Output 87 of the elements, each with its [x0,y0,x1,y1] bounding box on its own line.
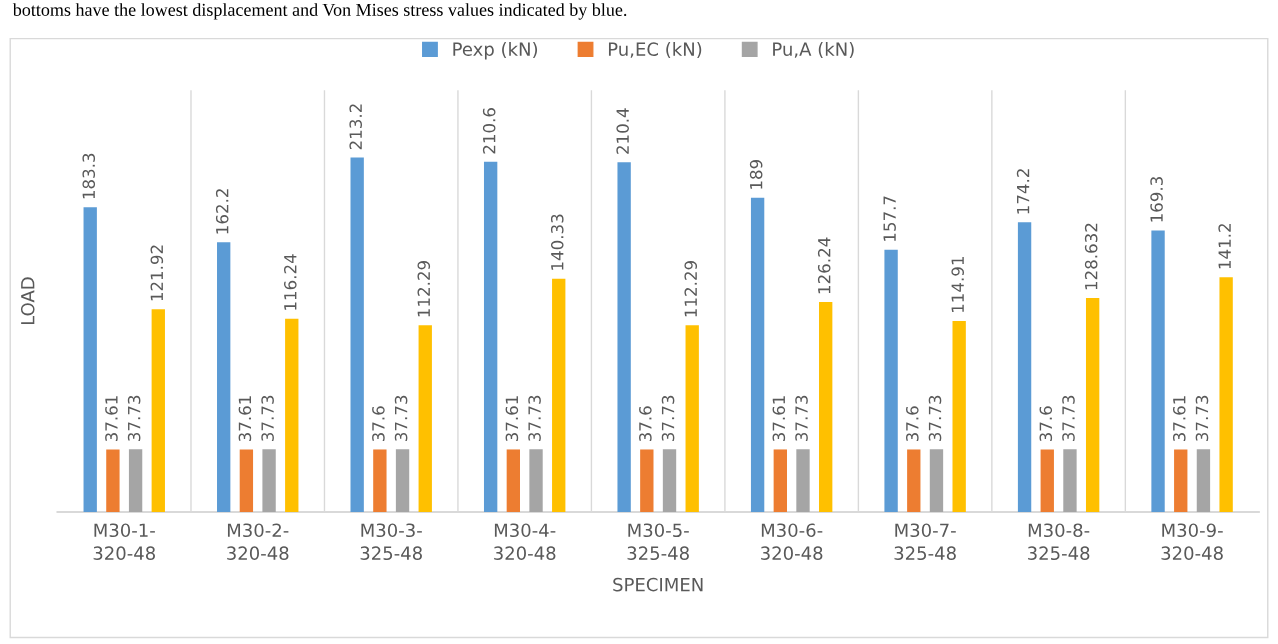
bar [1196,449,1211,512]
x-tick-label: M30-8- 325-48 [1028,523,1090,561]
bar [239,449,254,512]
bar [819,302,833,512]
y-axis-title: LOAD [20,277,35,325]
bar [907,449,921,512]
data-label: 114.91 [951,257,964,313]
x-tick-label: M30-9- 320-48 [1161,523,1223,561]
bar [884,249,898,512]
data-label: 189 [749,160,763,189]
data-label: 37.73 [1195,395,1209,441]
data-label: 37.73 [661,395,675,441]
bar [83,207,97,512]
data-label: 37.73 [261,395,274,441]
bar [106,449,120,512]
bar [1174,449,1188,512]
bar [662,449,677,512]
data-label: 141.2 [1218,224,1231,269]
bar [640,449,654,512]
bar [217,242,231,512]
data-label: 37.73 [528,395,541,441]
bar [1040,449,1054,512]
bar [151,309,165,512]
data-label: 37.73 [928,395,942,441]
data-label: 210.4 [616,108,629,154]
bar [685,325,699,512]
data-label: 37.73 [394,395,408,441]
x-tick-label: M30-2- 320-48 [227,523,289,561]
bar [418,325,432,512]
bar [952,320,966,512]
bar [1151,230,1165,512]
bar [1017,222,1032,512]
text: bottoms have the lowest displacement and Von Mises stress values indicated by blue. [12,3,627,20]
bar [617,162,631,512]
data-label: 183.3 [82,153,96,199]
data-label: 126.24 [817,237,831,294]
bar [773,449,787,512]
data-label: 128.632 [1084,223,1098,290]
data-label: 157.7 [883,196,896,241]
data-label: 121.92 [150,245,164,301]
bar [796,449,810,512]
data-label: 210.6 [482,108,496,154]
data-label: 213.2 [349,104,363,150]
data-label: 37.61 [505,396,519,442]
data-label: 37.73 [795,395,808,441]
data-label: 37.6 [1039,406,1053,442]
data-label: 112.29 [684,261,698,317]
data-label: 37.61 [105,396,118,442]
data-label: 116.24 [284,254,297,310]
data-label: 140.33 [550,214,564,270]
bar [285,318,299,512]
legend-label: Pexp (kN) [453,42,538,60]
x-tick-label: M30-3- 325-48 [360,523,422,561]
bar [262,449,276,512]
data-label: 37.6 [906,406,919,442]
data-label: 174.2 [1016,169,1030,214]
data-label: 162.2 [215,189,229,234]
bar [1063,449,1077,512]
bar [529,449,543,512]
bar [1085,298,1100,512]
x-tick-label: M30-6- 320-48 [761,523,823,561]
bar [483,161,498,512]
x-tick-label: M30-7- 325-48 [894,523,956,561]
legend-label: Pu,A (kN) [773,42,854,59]
bar [929,449,944,512]
data-label: 37.73 [1062,395,1075,441]
bar [395,449,410,512]
bar [373,449,387,512]
data-label: 169.3 [1150,177,1163,222]
data-label: 37.61 [772,396,786,442]
legend-label: Pu,EC (kN) [608,42,702,59]
bar [1219,277,1233,512]
data-label: 37.6 [639,406,652,442]
bar [506,449,521,512]
bar [750,197,765,512]
data-label: 37.73 [127,395,141,441]
bar [552,278,566,512]
x-tick-label: M30-1- 320-48 [93,523,155,561]
data-label: 37.6 [372,406,385,442]
data-label: 37.61 [238,396,252,442]
bar [350,157,364,512]
x-axis-title: SPECIMEN [613,577,703,592]
x-tick-label: M30-4- 320-48 [494,523,556,561]
x-tick-label: M30-5- 325-48 [627,523,689,561]
bar [128,449,143,512]
data-label: 37.61 [1172,396,1186,442]
data-label: 112.29 [417,261,431,317]
